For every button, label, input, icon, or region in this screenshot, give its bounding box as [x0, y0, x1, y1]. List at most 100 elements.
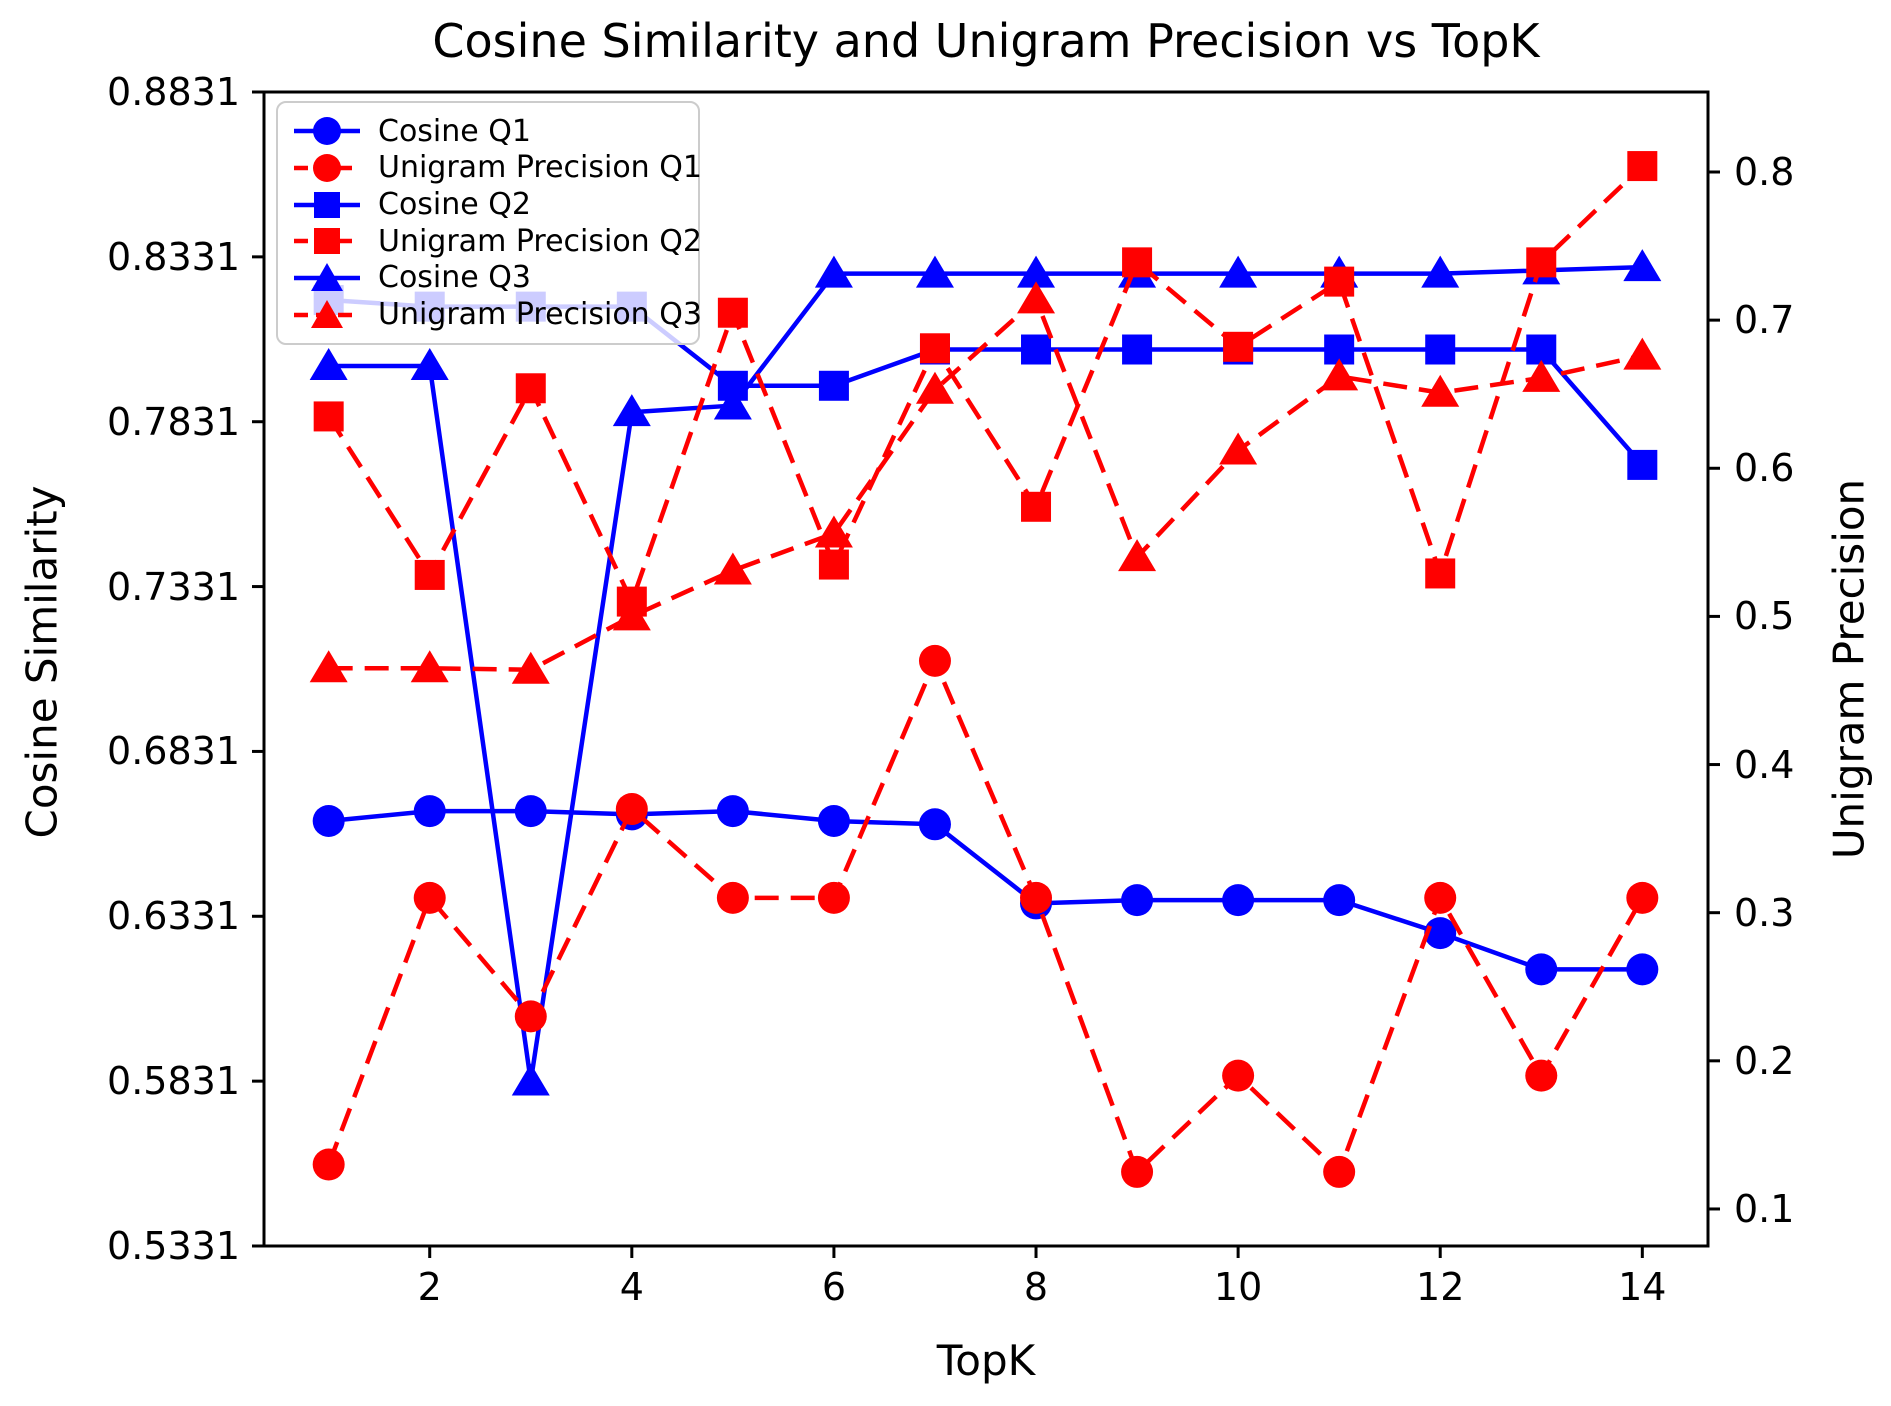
- legend-label: Unigram Precision Q1: [378, 150, 702, 186]
- series-unigram-precision-q3-point: [1623, 337, 1662, 370]
- series-cosine-q2-point: [1122, 334, 1153, 365]
- series-unigram-precision-q3-point: [814, 515, 853, 548]
- series-cosine-q2-point: [1021, 334, 1052, 365]
- series-cosine-q3-point: [713, 387, 752, 420]
- y-right-tick-label: 0.5: [1734, 594, 1795, 639]
- series-unigram-precision-q1-line: [326, 658, 1645, 1175]
- series-cosine-q1-point: [1121, 884, 1154, 917]
- series-unigram-precision-q2-point: [515, 373, 546, 404]
- series-unigram-precision-q2-point: [313, 401, 344, 432]
- legend: Cosine Q1 Unigram Precision Q1 Cosine Q2 Un…: [276, 101, 702, 345]
- series-cosine-q3-point: [1017, 255, 1056, 288]
- series-unigram-precision-q2-point: [1627, 151, 1658, 182]
- legend-square-icon: [294, 191, 360, 218]
- series-unigram-precision-q1-point: [817, 881, 850, 914]
- series-unigram-precision-q1-point: [1424, 881, 1457, 914]
- series-cosine-q1-point: [312, 804, 345, 837]
- y-left-tick-label: 0.8331: [107, 234, 240, 279]
- series-unigram-precision-q1-point: [1121, 1155, 1154, 1188]
- series-cosine-q1-point: [817, 804, 850, 837]
- series-cosine-q2-point: [1627, 449, 1658, 480]
- x-tick-label: 4: [619, 1265, 644, 1309]
- series-unigram-precision-q3-point: [1219, 432, 1258, 465]
- y-left-tick-label: 0.6831: [107, 729, 240, 774]
- legend-label: Cosine Q3: [378, 260, 531, 296]
- series-cosine-q3-point: [1219, 255, 1258, 288]
- series-cosine-q1-point: [1525, 953, 1558, 986]
- y-right-tick-label: 0.6: [1734, 446, 1795, 491]
- series-unigram-precision-q3-point: [1017, 281, 1056, 314]
- plot-spines: [262, 90, 1710, 1248]
- series-unigram-precision-q2-point: [414, 559, 445, 590]
- series-unigram-precision-q3-point: [309, 650, 348, 683]
- series-unigram-precision-q1-point: [1626, 881, 1659, 914]
- legend-item: Unigram Precision Q3: [292, 297, 702, 333]
- series-unigram-precision-q2-point: [1122, 247, 1153, 278]
- series-cosine-q1-point: [514, 795, 547, 828]
- y-right-tick-label: 0.7: [1734, 298, 1795, 343]
- series-unigram-precision-q2-point: [1425, 558, 1456, 589]
- legend-item: Unigram Precision Q1: [292, 150, 702, 186]
- series-unigram-precision-q1-point: [1323, 1155, 1356, 1188]
- y-right-tick-label: 0.4: [1734, 742, 1795, 787]
- series-unigram-precision-q1-point: [312, 1148, 345, 1181]
- series-unigram-precision-q1-point: [716, 881, 749, 914]
- series-unigram-precision-q3-point: [410, 650, 449, 683]
- y-right-tick-label: 0.3: [1734, 890, 1795, 935]
- legend-item: Cosine Q1: [292, 113, 682, 149]
- series-unigram-precision-q2-point: [1021, 491, 1052, 522]
- series-cosine-q1-point: [1626, 953, 1659, 986]
- legend-square-icon: [294, 228, 360, 255]
- series-unigram-precision-q1-point: [1020, 881, 1053, 914]
- series-unigram-precision-q3-point: [1118, 539, 1157, 572]
- legend-triangle-icon: [294, 262, 360, 291]
- legend-label: Unigram Precision Q2: [378, 223, 702, 259]
- series-unigram-precision-q3-point: [915, 371, 954, 404]
- series-unigram-precision-q3-point: [1421, 374, 1460, 407]
- series-unigram-precision-q1-point: [615, 792, 648, 825]
- x-tick-label: 12: [1416, 1265, 1465, 1309]
- series-unigram-precision-q1-point: [918, 644, 951, 677]
- y-right-tick-label: 0.1: [1734, 1186, 1795, 1231]
- series-unigram-precision-q3-point: [1522, 359, 1561, 392]
- series-unigram-precision-q1-point: [413, 881, 446, 914]
- series-unigram-precision-q2-point: [1324, 266, 1355, 297]
- series-unigram-precision-q1-point: [514, 1000, 547, 1033]
- series-cosine-q3-point: [612, 394, 651, 427]
- legend-label: Cosine Q2: [378, 187, 531, 223]
- x-tick-label: 2: [417, 1265, 442, 1309]
- series-cosine-q2-point: [818, 370, 849, 401]
- series-cosine-q1-point: [716, 795, 749, 828]
- series-cosine-q3-line: [328, 264, 1643, 1084]
- series-cosine-q3-point: [1421, 255, 1460, 288]
- series-cosine-q1-point: [1222, 884, 1255, 917]
- y-right-tick-label: 0.8: [1734, 149, 1795, 194]
- series-unigram-precision-q3-point: [713, 552, 752, 585]
- series-cosine-q3-point: [410, 347, 449, 380]
- series-cosine-q3-point: [309, 347, 348, 380]
- x-tick-label: 14: [1618, 1265, 1667, 1309]
- y-left-tick-label: 0.6331: [107, 894, 240, 939]
- legend-triangle-icon: [294, 299, 360, 328]
- x-tick-label: 10: [1213, 1265, 1263, 1309]
- legend-item: Unigram Precision Q2: [292, 223, 702, 259]
- y-left-tick-label: 0.7831: [107, 399, 240, 444]
- x-tick-label: 8: [1023, 1265, 1049, 1309]
- y-left-tick-label: 0.5831: [107, 1059, 240, 1104]
- series-unigram-precision-q2-point: [1223, 331, 1254, 362]
- y-left-tick-label: 0.8831: [107, 70, 240, 114]
- series-cosine-q3-point: [511, 1063, 550, 1096]
- series-unigram-precision-q3-point: [511, 651, 550, 684]
- series-cosine-q2-point: [1526, 334, 1557, 365]
- series-cosine-q1-point: [1424, 917, 1457, 950]
- legend-item: Cosine Q2: [292, 187, 682, 223]
- y-left-tick-label: 0.5331: [107, 1224, 240, 1268]
- series-unigram-precision-q3-line: [328, 297, 1643, 672]
- chart-title: Cosine Similarity and Unigram Precision …: [432, 14, 1540, 68]
- series-cosine-q3-point: [814, 255, 853, 288]
- legend-item: Cosine Q3: [292, 260, 682, 296]
- series-cosine-q3-point: [1623, 249, 1662, 282]
- series-unigram-precision-q2-point: [717, 297, 748, 328]
- series-cosine-q2-point: [1425, 334, 1456, 365]
